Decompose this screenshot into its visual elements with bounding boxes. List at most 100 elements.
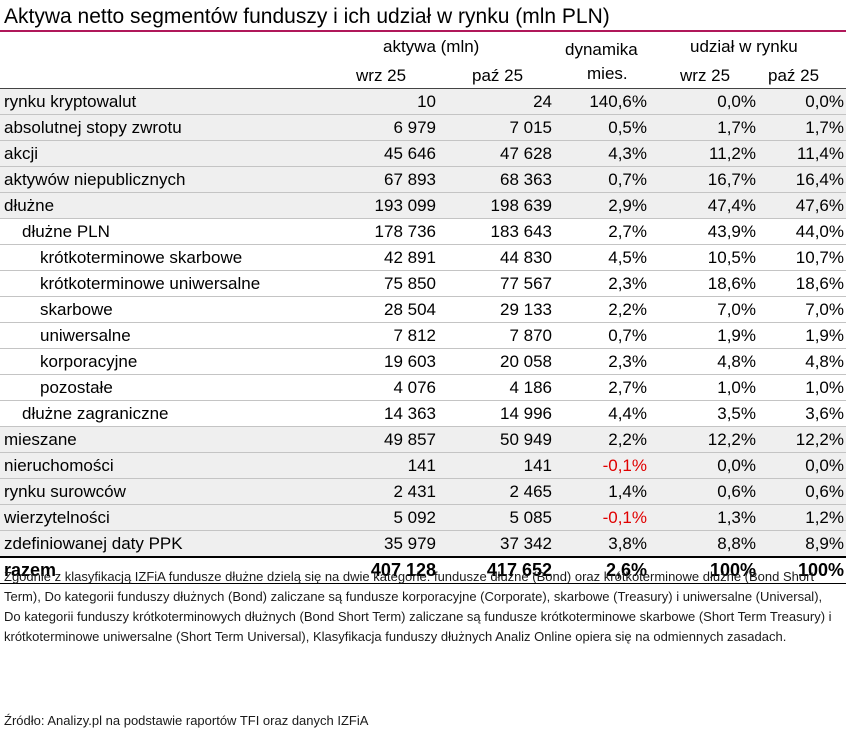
share-prev-cell: 8,8%	[647, 530, 756, 558]
segment-name: zdefiniowanej daty PPK	[0, 530, 324, 558]
dynamics-cell: 2,7%	[552, 218, 647, 245]
segment-name: razem	[0, 556, 324, 584]
share-prev-cell: 0,0%	[647, 88, 756, 115]
dynamics-cell: -0,1%	[552, 504, 647, 531]
table-row: aktywów niepublicznych 67 893 68 363 0,7% 16…	[0, 166, 846, 193]
segment-name: absolutnej stopy zwrotu	[0, 114, 324, 141]
segment-name: korporacyjne	[0, 348, 324, 375]
classification-note: Zgodnie z klasyfikacją IZFiA fundusze dł…	[4, 569, 832, 644]
assets-curr-cell: 77 567	[436, 270, 552, 297]
share-prev-cell: 12,2%	[647, 426, 756, 453]
dynamics-cell: 1,4%	[552, 478, 647, 505]
assets-curr-cell: 7 870	[436, 322, 552, 349]
assets-curr-cell: 2 465	[436, 478, 552, 505]
assets-prev-cell: 49 857	[324, 426, 436, 453]
table-body: rynku kryptowalut 10 24 140,6% 0,0% 0,0% absol…	[0, 88, 846, 584]
share-prev-cell: 1,0%	[647, 374, 756, 401]
assets-curr-cell: 5 085	[436, 504, 552, 531]
share-prev-cell: 0,0%	[647, 452, 756, 479]
dynamics-cell: 2,3%	[552, 270, 647, 297]
segment-name: krótkoterminowe skarbowe	[0, 244, 324, 271]
share-prev-cell: 3,5%	[647, 400, 756, 427]
share-prev-cell: 18,6%	[647, 270, 756, 297]
share-prev-cell: 0,6%	[647, 478, 756, 505]
table-row: pozostałe 4 076 4 186 2,7% 1,0% 1,0%	[0, 374, 846, 401]
share-prev-cell: 1,9%	[647, 322, 756, 349]
segment-name: uniwersalne	[0, 322, 324, 349]
assets-curr-cell: 29 133	[436, 296, 552, 323]
share-curr-cell: 0,0%	[756, 88, 846, 115]
segment-name: dłużne PLN	[0, 218, 324, 245]
table-row: rynku kryptowalut 10 24 140,6% 0,0% 0,0%	[0, 88, 846, 115]
table-row: nieruchomości 141 141 -0,1% 0,0% 0,0%	[0, 452, 846, 479]
assets-curr-cell: 68 363	[436, 166, 552, 193]
assets-prev-cell: 14 363	[324, 400, 436, 427]
share-prev-cell: 16,7%	[647, 166, 756, 193]
assets-prev-cell: 407 128	[324, 556, 436, 584]
dynamics-cell: 140,6%	[552, 88, 647, 115]
segment-name: mieszane	[0, 426, 324, 453]
share-curr-cell: 7,0%	[756, 296, 846, 323]
share-curr-cell: 100%	[756, 556, 846, 584]
dynamics-cell: 2,6%	[552, 556, 647, 584]
table-row: skarbowe 28 504 29 133 2,2% 7,0% 7,0%	[0, 296, 846, 323]
header-dynamics-line1: dynamika	[565, 40, 638, 59]
table-row: krótkoterminowe skarbowe 42 891 44 830 4,5%…	[0, 244, 846, 271]
segment-name: rynku surowców	[0, 478, 324, 505]
share-prev-cell: 11,2%	[647, 140, 756, 167]
assets-prev-cell: 42 891	[324, 244, 436, 271]
share-prev-cell: 47,4%	[647, 192, 756, 219]
share-prev-cell: 4,8%	[647, 348, 756, 375]
dynamics-cell: 3,8%	[552, 530, 647, 558]
segment-name: dłużne	[0, 192, 324, 219]
table-row: dłużne 193 099 198 639 2,9% 47,4% 47,6%	[0, 192, 846, 219]
share-prev-cell: 43,9%	[647, 218, 756, 245]
assets-prev-cell: 178 736	[324, 218, 436, 245]
share-curr-cell: 1,7%	[756, 114, 846, 141]
table-row: razem 407 128 417 652 2,6% 100% 100%	[0, 556, 846, 584]
segment-name: wierzytelności	[0, 504, 324, 531]
share-curr-cell: 0,0%	[756, 452, 846, 479]
dynamics-cell: 2,2%	[552, 296, 647, 323]
assets-curr-cell: 14 996	[436, 400, 552, 427]
dynamics-cell: -0,1%	[552, 452, 647, 479]
segment-name: dłużne zagraniczne	[0, 400, 324, 427]
share-curr-cell: 10,7%	[756, 244, 846, 271]
share-curr-cell: 1,2%	[756, 504, 846, 531]
share-prev-cell: 10,5%	[647, 244, 756, 271]
header-assets-curr: paź 25	[472, 66, 524, 85]
assets-prev-cell: 5 092	[324, 504, 436, 531]
assets-prev-cell: 67 893	[324, 166, 436, 193]
assets-prev-cell: 35 979	[324, 530, 436, 558]
dynamics-cell: 0,7%	[552, 322, 647, 349]
segments-table: rynku kryptowalut 10 24 140,6% 0,0% 0,0% absol…	[0, 88, 846, 584]
share-prev-cell: 1,7%	[647, 114, 756, 141]
assets-curr-cell: 417 652	[436, 556, 552, 584]
title-divider	[0, 30, 846, 32]
assets-prev-cell: 45 646	[324, 140, 436, 167]
assets-prev-cell: 2 431	[324, 478, 436, 505]
share-curr-cell: 16,4%	[756, 166, 846, 193]
assets-curr-cell: 37 342	[436, 530, 552, 558]
assets-prev-cell: 141	[324, 452, 436, 479]
table-row: absolutnej stopy zwrotu 6 979 7 015 0,5% 1,7…	[0, 114, 846, 141]
table-row: zdefiniowanej daty PPK 35 979 37 342 3,8% 8,…	[0, 530, 846, 558]
dynamics-cell: 0,5%	[552, 114, 647, 141]
assets-curr-cell: 141	[436, 452, 552, 479]
assets-prev-cell: 19 603	[324, 348, 436, 375]
assets-curr-cell: 47 628	[436, 140, 552, 167]
header-share-group: udział w rynku	[690, 37, 798, 56]
assets-prev-cell: 10	[324, 88, 436, 115]
share-curr-cell: 44,0%	[756, 218, 846, 245]
assets-prev-cell: 4 076	[324, 374, 436, 401]
table-row: uniwersalne 7 812 7 870 0,7% 1,9% 1,9%	[0, 322, 846, 349]
source-line: Źródło: Analizy.pl na podstawie raportów…	[4, 713, 369, 728]
dynamics-cell: 2,9%	[552, 192, 647, 219]
header-share-curr: paź 25	[768, 66, 820, 85]
assets-prev-cell: 193 099	[324, 192, 436, 219]
share-curr-cell: 18,6%	[756, 270, 846, 297]
dynamics-cell: 2,2%	[552, 426, 647, 453]
share-prev-cell: 100%	[647, 556, 756, 584]
share-curr-cell: 3,6%	[756, 400, 846, 427]
